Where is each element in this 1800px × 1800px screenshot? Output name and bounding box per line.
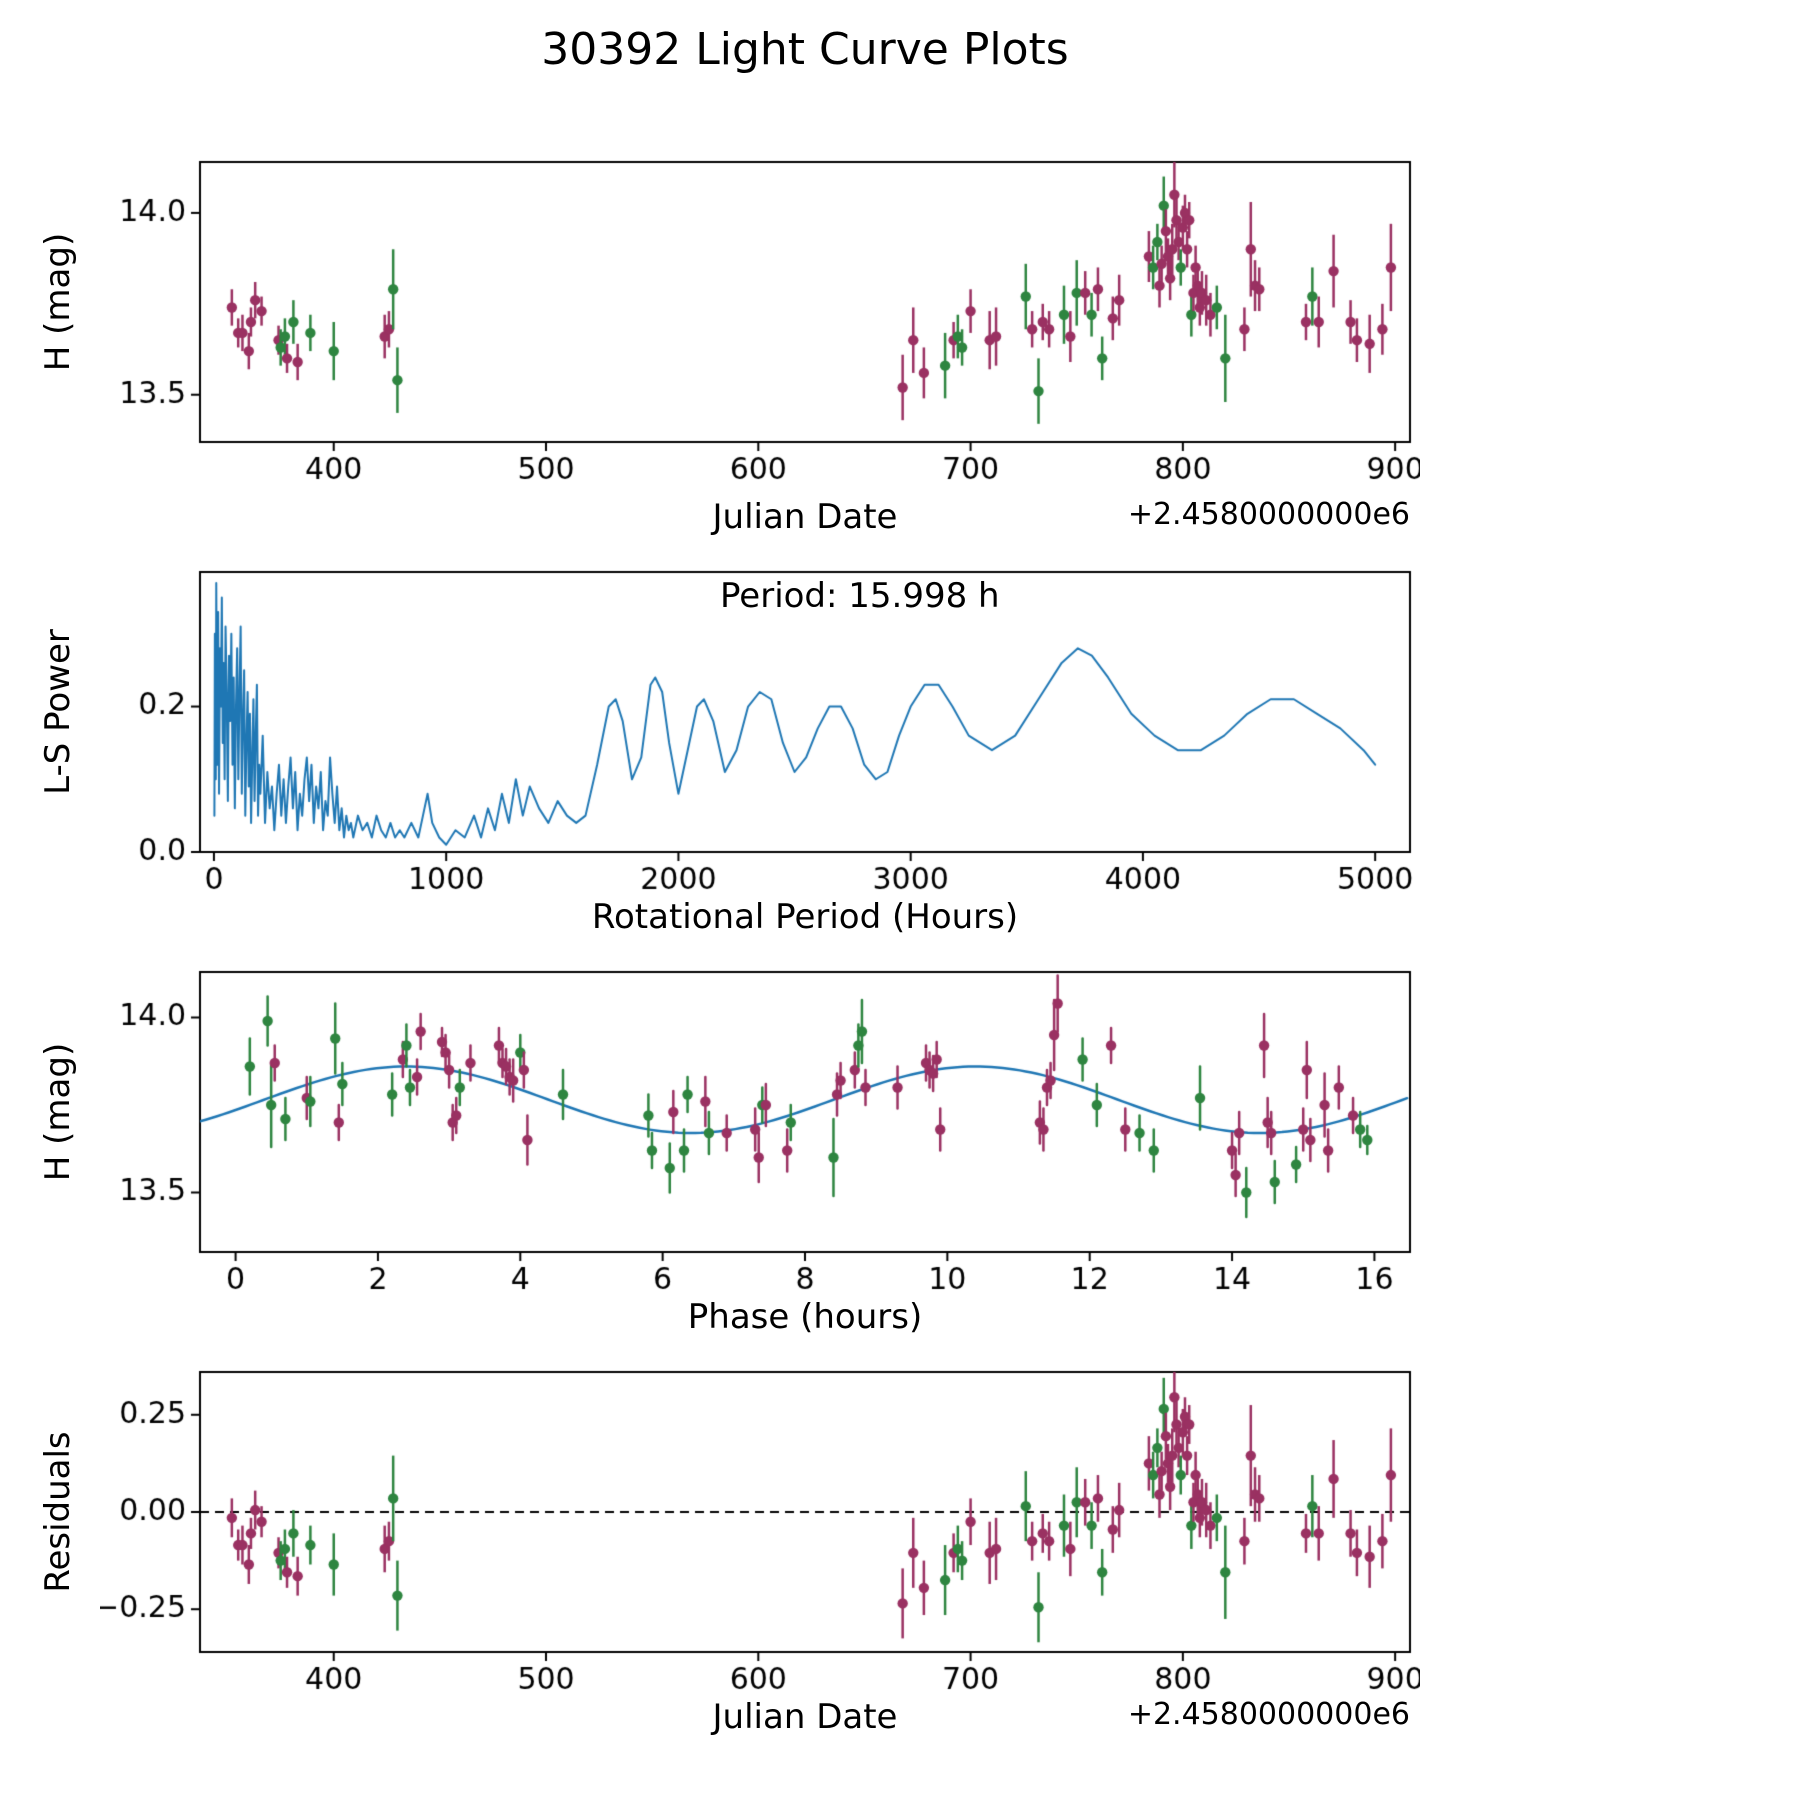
residuals-plot xyxy=(100,1360,1420,1700)
residuals-ylabel: Residuals xyxy=(38,1431,78,1593)
lightcurve-axis-offset: +2.4580000000e6 xyxy=(1127,497,1410,532)
period-annotation: Period: 15.998 h xyxy=(720,576,1000,616)
phase-ylabel: H (mag) xyxy=(38,1042,78,1182)
periodogram-plot xyxy=(100,560,1420,900)
lightcurve-plot xyxy=(100,150,1420,490)
residuals-xlabel: Julian Date xyxy=(712,1697,898,1737)
periodogram-ylabel: L-S Power xyxy=(38,629,78,795)
lightcurve-xlabel: Julian Date xyxy=(712,497,898,537)
phase-plot xyxy=(100,960,1420,1300)
periodogram-xlabel: Rotational Period (Hours) xyxy=(591,897,1019,937)
phase-xlabel: Phase (hours) xyxy=(687,1297,923,1337)
lightcurve-ylabel: H (mag) xyxy=(38,232,78,372)
figure-title: 30392 Light Curve Plots xyxy=(541,24,1069,75)
residuals-axis-offset: +2.4580000000e6 xyxy=(1127,1697,1410,1732)
